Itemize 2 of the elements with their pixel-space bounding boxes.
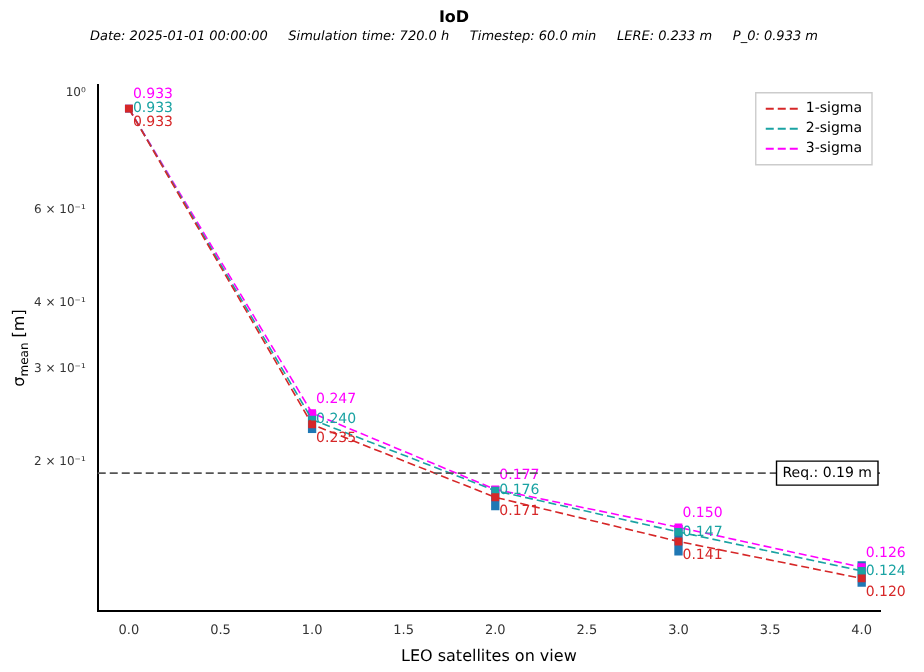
- x-axis-title: LEO satellites on view: [401, 646, 578, 665]
- chart-title: IoD: [438, 7, 470, 26]
